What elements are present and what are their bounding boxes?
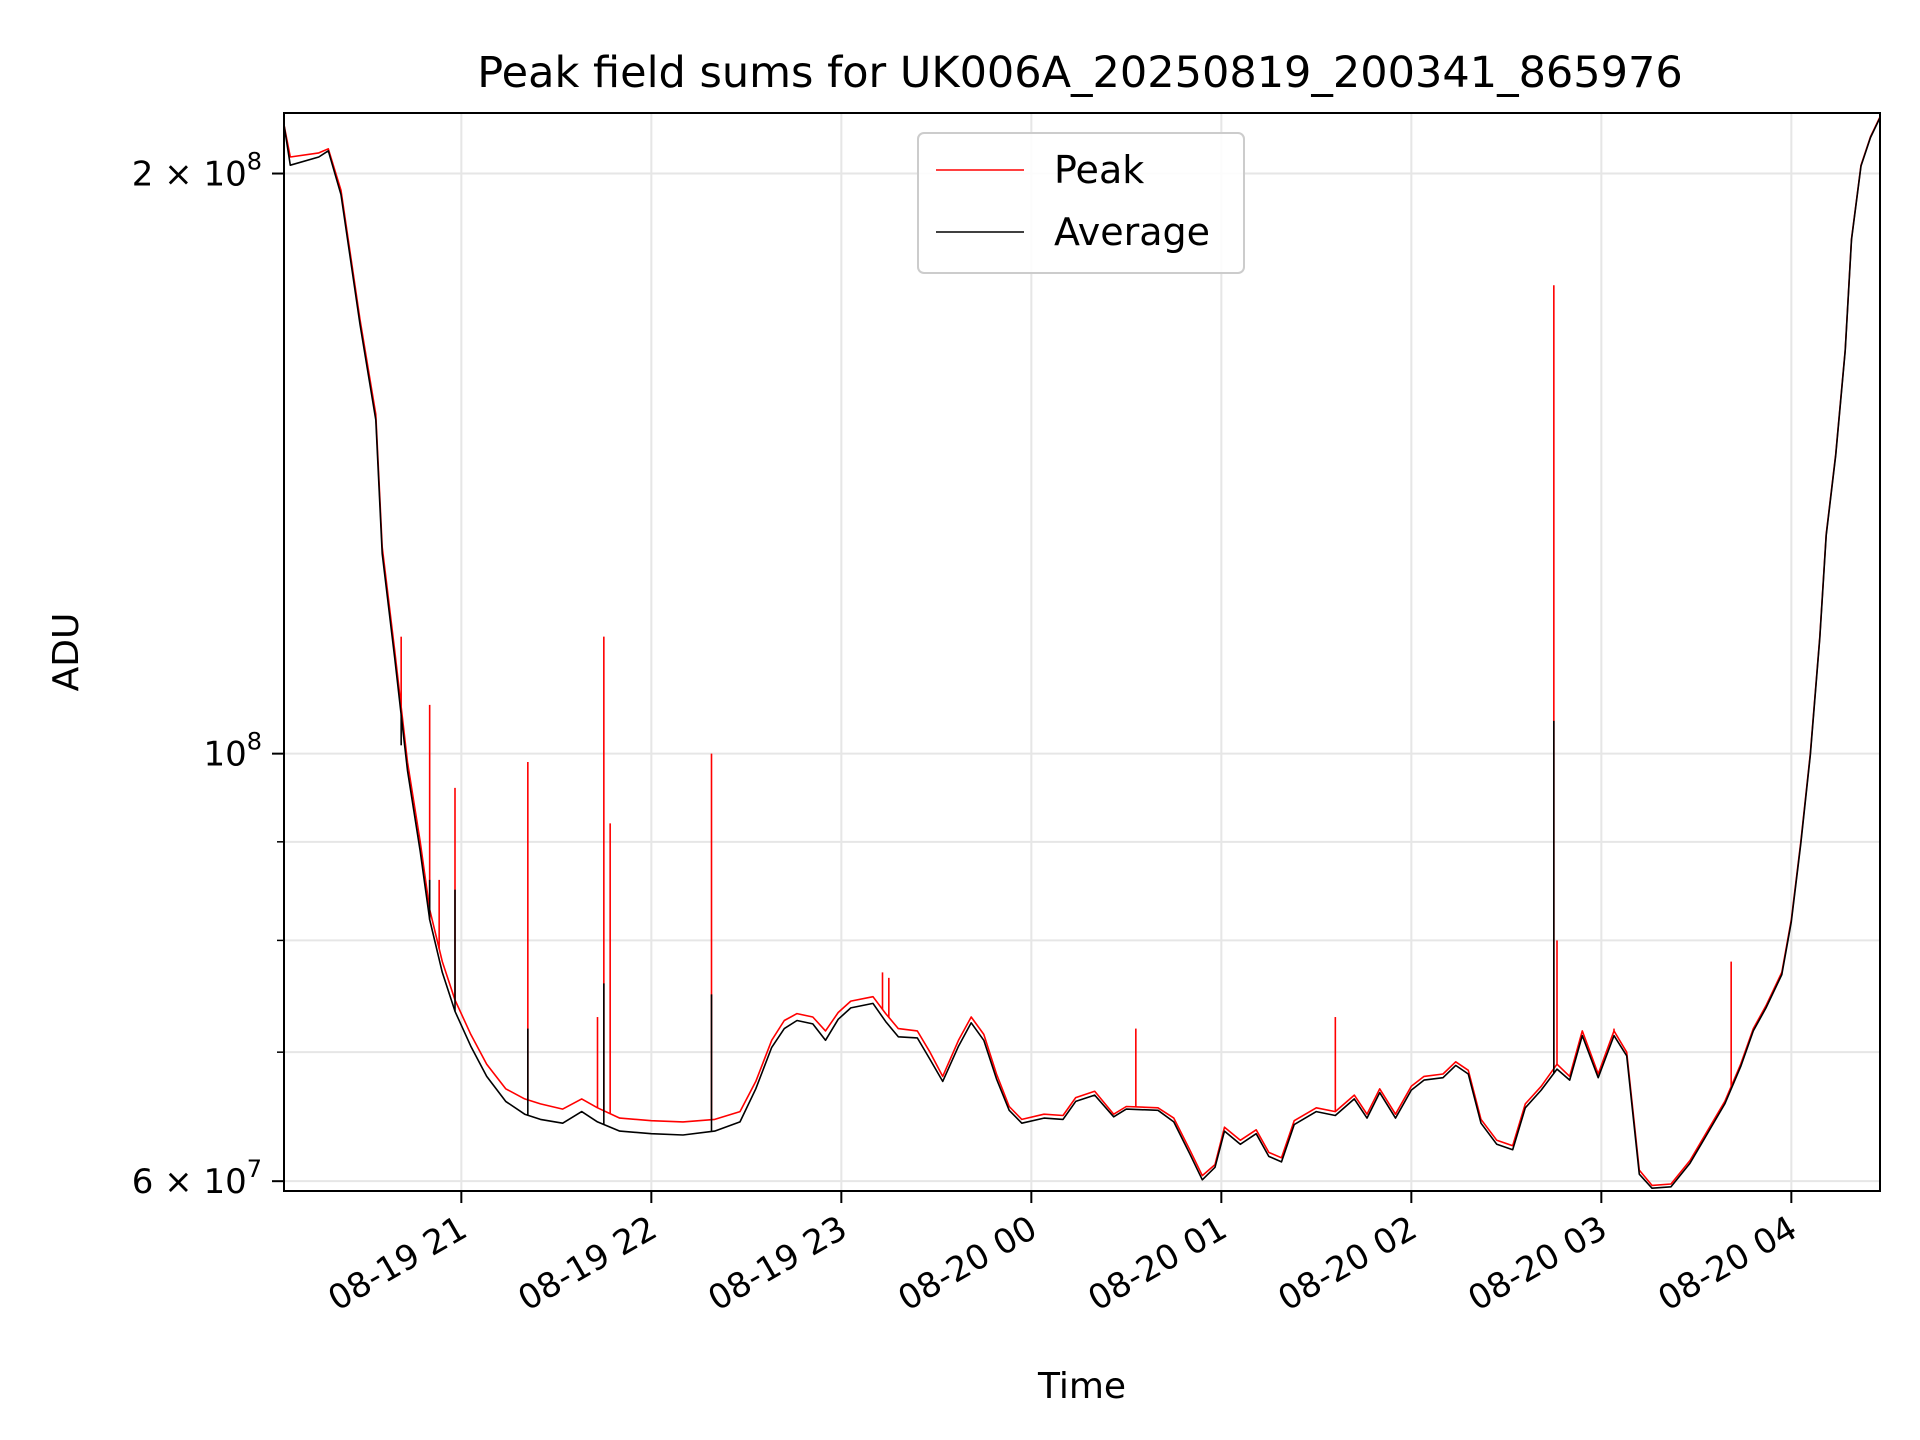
y-axis-ticks: 6 × 107 108 2 × 108 [132, 148, 284, 1202]
series-line-peak [283, 116, 1881, 1187]
legend-box [917, 132, 1245, 274]
y-tick-label: 6 × 107 [132, 1155, 262, 1202]
series-line-average [283, 117, 1881, 1189]
plot-frame [283, 112, 1881, 1192]
plot-lines [283, 116, 1881, 1189]
y-tick-label: 108 [203, 728, 262, 775]
chart-title: Peak field sums for UK006A_20250819_2003… [477, 48, 1682, 98]
legend-peak-label: Peak [1054, 148, 1144, 192]
y-tick-label: 2 × 108 [132, 148, 262, 195]
legend-average-label: Average [1054, 210, 1210, 254]
legend: Peak Average [917, 132, 1245, 274]
x-axis-label: Time [1037, 1366, 1126, 1407]
y-axis-label: ADU [46, 613, 87, 692]
